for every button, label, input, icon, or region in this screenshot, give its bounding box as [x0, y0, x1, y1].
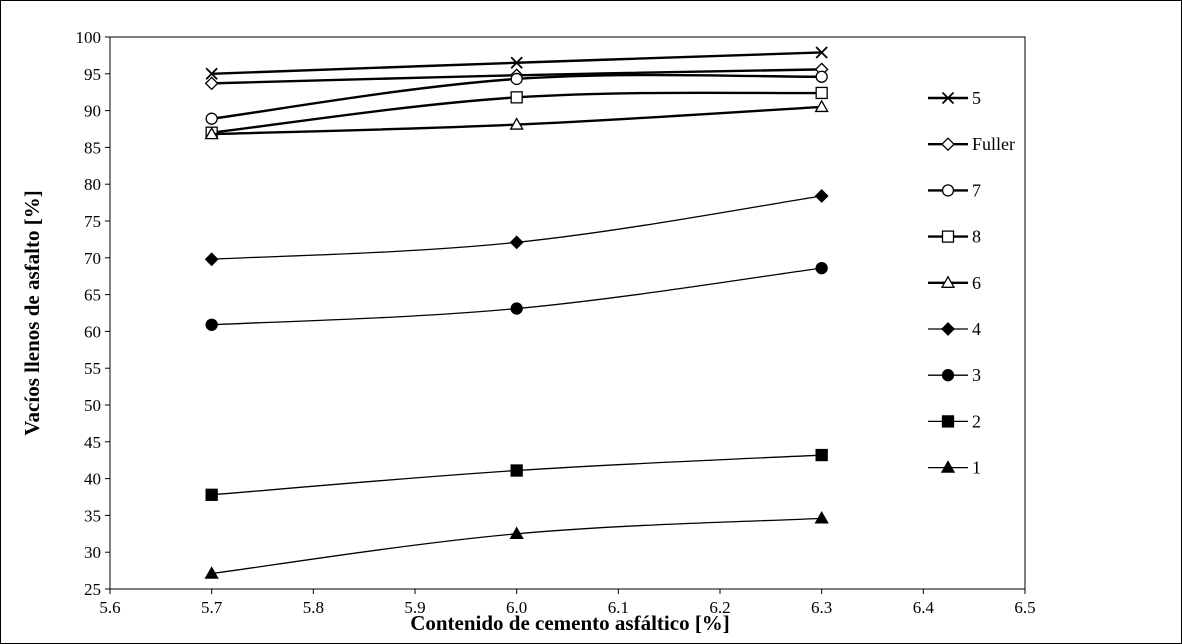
plot-area: [109, 36, 1026, 590]
data-point: [510, 56, 523, 69]
x-tick-label: 5.7: [201, 598, 223, 617]
data-point: [205, 318, 218, 331]
data-point: [815, 70, 828, 83]
y-tick-label: 30: [84, 543, 101, 562]
legend: 5 Fuller 7 8 6 4 3 2 1: [928, 88, 1015, 478]
y-tick-label: 25: [84, 580, 101, 599]
legend-entry: 8: [928, 227, 981, 247]
data-point: [510, 464, 523, 477]
legend-label: 3: [972, 365, 981, 385]
y-tick-label: 55: [84, 359, 101, 378]
data-point: [814, 511, 829, 524]
data-point: [509, 117, 524, 130]
series-1: [204, 511, 829, 579]
y-tick-label: 35: [84, 506, 101, 525]
series-3: [205, 261, 828, 331]
legend-marker: [941, 91, 955, 105]
x-tick-label: 5.9: [404, 598, 425, 617]
legend-marker: [940, 460, 956, 473]
plot-border: [109, 36, 1026, 590]
data-point: [815, 46, 828, 59]
legend-entry: 3: [928, 365, 981, 385]
y-tick-label: 95: [84, 65, 101, 84]
y-axis-title: Vacíos llenos de asfalto [%]: [20, 190, 44, 435]
y-tick-label: 65: [84, 286, 101, 305]
data-point: [815, 448, 828, 462]
legend-label: 5: [972, 88, 981, 108]
x-tick-label: 6.4: [913, 598, 935, 617]
legend-entry: 1: [928, 458, 981, 478]
legend-marker: [941, 322, 955, 336]
data-point: [509, 526, 524, 539]
legend-entry: 4: [928, 319, 981, 339]
data-point: [204, 126, 219, 140]
y-tick-label: 50: [84, 396, 101, 415]
x-tick-label: 6.2: [709, 598, 730, 617]
legend-label: 8: [972, 227, 981, 247]
x-axis-title: Contenido de cemento asfáltico [%]: [410, 611, 730, 635]
legend-label: Fuller: [972, 134, 1015, 154]
x-tick-label: 5.8: [303, 598, 324, 617]
legend-entry: 6: [928, 273, 981, 293]
legend-marker: [941, 369, 955, 382]
y-tick-label: 60: [84, 322, 101, 341]
y-tick-label: 90: [84, 102, 101, 121]
legend-entry: Fuller: [928, 134, 1015, 154]
legend-label: 7: [972, 180, 981, 200]
legend-marker: [941, 415, 955, 428]
data-point: [205, 112, 218, 125]
y-tick-label: 100: [76, 28, 102, 47]
series-4: [204, 189, 829, 267]
legend-marker: [940, 275, 956, 288]
x-tick-label: 6.0: [506, 598, 527, 617]
data-point: [510, 302, 523, 315]
legend-marker: [941, 230, 955, 243]
x-tick-label: 6.5: [1014, 598, 1035, 617]
data-point: [204, 252, 219, 267]
y-axis: 25 30 35 40 45 50 55 60 65 70 75 80 85 90 95 100: [76, 28, 110, 599]
x-tick-label: 5.6: [99, 598, 120, 617]
data-point: [814, 99, 829, 113]
y-tick-label: 45: [84, 433, 101, 452]
legend-entry: 5: [928, 88, 981, 108]
data-point: [815, 86, 828, 100]
y-tick-label: 80: [84, 175, 101, 194]
data-point: [509, 235, 524, 250]
x-tick-label: 6.3: [811, 598, 832, 617]
legend-entry: 2: [928, 411, 981, 431]
data-point: [205, 488, 218, 501]
series-5: [205, 46, 828, 80]
y-tick-label: 85: [84, 138, 101, 157]
series-2: [205, 448, 828, 501]
y-tick-label: 70: [84, 249, 101, 268]
legend-label: 1: [972, 458, 981, 478]
data-point: [510, 91, 523, 104]
series-6: [204, 99, 829, 140]
series-7: [205, 70, 828, 125]
data-point: [204, 76, 219, 91]
data-point: [510, 72, 523, 86]
legend-marker: [941, 184, 955, 197]
legend-entry: 7: [928, 180, 981, 200]
legend-marker: [941, 137, 955, 152]
y-tick-label: 40: [84, 470, 101, 489]
series-layer: [204, 46, 829, 579]
x-tick-label: 6.1: [608, 598, 629, 617]
legend-label: 6: [972, 273, 981, 293]
data-point: [204, 566, 219, 579]
legend-label: 2: [972, 411, 981, 431]
x-axis: 5.6 5.7 5.8 5.9 6.0 6.1 6.2 6.3 6.4 6.5: [99, 589, 1036, 617]
data-point: [814, 189, 829, 203]
legend-label: 4: [972, 319, 981, 339]
y-tick-label: 75: [84, 212, 101, 231]
data-point: [815, 261, 828, 275]
data-point: [205, 67, 218, 80]
